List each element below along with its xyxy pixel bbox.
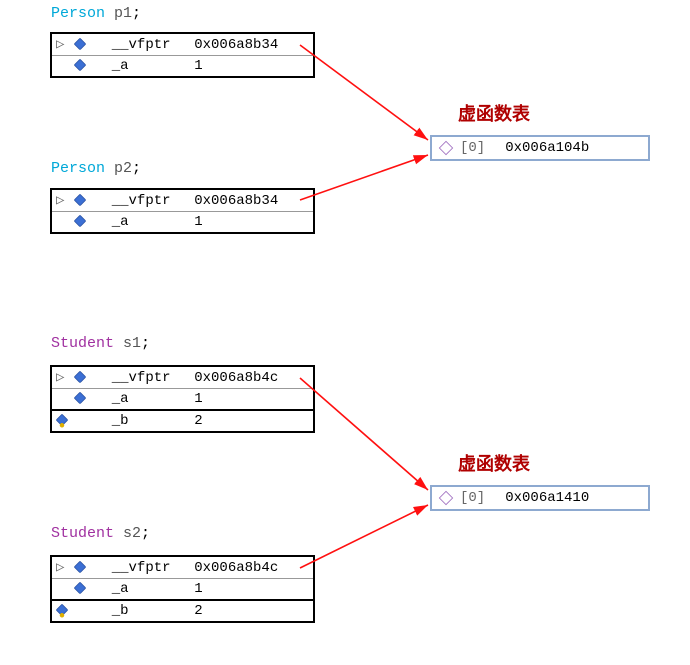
vtable-entry-icon bbox=[439, 141, 453, 155]
field-icon bbox=[74, 38, 87, 51]
field-icon bbox=[74, 215, 87, 228]
object-p1: ▷ __vfptr 0x006a8b34 _a 1 bbox=[50, 32, 315, 78]
expander-icon: ▷ bbox=[56, 192, 66, 209]
arrow bbox=[300, 45, 428, 140]
field-name: _a bbox=[108, 56, 191, 78]
field-name: __vfptr bbox=[108, 33, 191, 56]
decl-s1: Student s1; bbox=[51, 335, 150, 352]
decl-var: p2 bbox=[114, 160, 132, 177]
table-row: _a 1 bbox=[51, 56, 314, 78]
table-row: _a 1 bbox=[51, 212, 314, 234]
vtable-label-student: 虚函数表 bbox=[458, 450, 530, 476]
field-value: 2 bbox=[190, 600, 314, 622]
vtable-addr: 0x006a1410 bbox=[505, 490, 589, 506]
object-p2: ▷ __vfptr 0x006a8b34 _a 1 bbox=[50, 188, 315, 234]
decl-var: s1 bbox=[123, 335, 141, 352]
field-value: 1 bbox=[190, 56, 314, 78]
table-row: ▷ __vfptr 0x006a8b4c bbox=[51, 366, 314, 389]
vtable-person: [0] 0x006a104b bbox=[430, 135, 650, 161]
decl-type: Student bbox=[51, 525, 114, 542]
field-value: 0x006a8b4c bbox=[190, 556, 314, 579]
field-icon bbox=[74, 371, 87, 384]
field-icon bbox=[74, 392, 87, 405]
decl-type: Student bbox=[51, 335, 114, 352]
field-name: _b bbox=[108, 410, 191, 432]
field-value: 0x006a8b34 bbox=[190, 189, 314, 212]
decl-var: p1 bbox=[114, 5, 132, 22]
decl-type: Person bbox=[51, 160, 105, 177]
vtable-student: [0] 0x006a1410 bbox=[430, 485, 650, 511]
field-name: __vfptr bbox=[108, 366, 191, 389]
arrow bbox=[300, 505, 428, 568]
arrow bbox=[300, 378, 428, 490]
decl-type: Person bbox=[51, 5, 105, 22]
table-row: _a 1 bbox=[51, 579, 314, 601]
table-row: ▷ __vfptr 0x006a8b34 bbox=[51, 189, 314, 212]
table-row: _a 1 bbox=[51, 389, 314, 411]
field-value: 1 bbox=[190, 579, 314, 601]
field-value: 1 bbox=[190, 389, 314, 411]
field-icon bbox=[74, 59, 87, 72]
field-private-icon bbox=[56, 414, 69, 427]
vtable-entry-icon bbox=[439, 491, 453, 505]
table-row: _b 2 bbox=[51, 600, 314, 622]
arrow bbox=[300, 155, 428, 200]
field-name: _a bbox=[108, 389, 191, 411]
decl-s2: Student s2; bbox=[51, 525, 150, 542]
field-value: 1 bbox=[190, 212, 314, 234]
field-icon bbox=[74, 561, 87, 574]
field-name: _b bbox=[108, 600, 191, 622]
decl-p2: Person p2; bbox=[51, 160, 141, 177]
expander-icon: ▷ bbox=[56, 369, 66, 386]
expander-icon: ▷ bbox=[56, 559, 66, 576]
vtable-label-person: 虚函数表 bbox=[458, 100, 530, 126]
field-value: 0x006a8b4c bbox=[190, 366, 314, 389]
field-value: 0x006a8b34 bbox=[190, 33, 314, 56]
vtable-addr: 0x006a104b bbox=[505, 140, 589, 156]
vtable-index: [0] bbox=[460, 140, 485, 156]
field-name: __vfptr bbox=[108, 189, 191, 212]
field-name: _a bbox=[108, 579, 191, 601]
decl-var: s2 bbox=[123, 525, 141, 542]
field-name: __vfptr bbox=[108, 556, 191, 579]
vtable-index: [0] bbox=[460, 490, 485, 506]
table-row: ▷ __vfptr 0x006a8b4c bbox=[51, 556, 314, 579]
field-icon bbox=[74, 194, 87, 207]
field-icon bbox=[74, 582, 87, 595]
decl-p1: Person p1; bbox=[51, 5, 141, 22]
table-row: _b 2 bbox=[51, 410, 314, 432]
field-private-icon bbox=[56, 604, 69, 617]
expander-icon: ▷ bbox=[56, 36, 66, 53]
object-s2: ▷ __vfptr 0x006a8b4c _a 1 _b 2 bbox=[50, 555, 315, 623]
table-row: ▷ __vfptr 0x006a8b34 bbox=[51, 33, 314, 56]
field-name: _a bbox=[108, 212, 191, 234]
field-value: 2 bbox=[190, 410, 314, 432]
object-s1: ▷ __vfptr 0x006a8b4c _a 1 _b 2 bbox=[50, 365, 315, 433]
